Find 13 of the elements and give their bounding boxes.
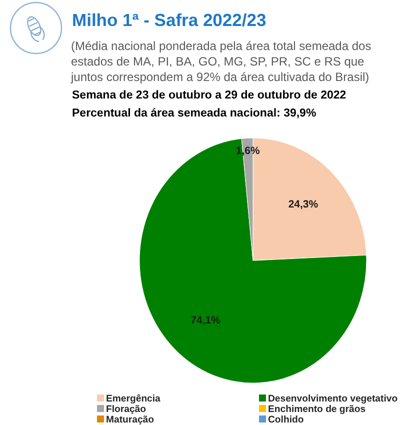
legend-label: Floração bbox=[106, 404, 146, 415]
data-label: 1,6% bbox=[236, 145, 260, 158]
text: Semana de 23 de outubro a 29 de outubro de 2022 bbox=[72, 90, 346, 102]
data-label: 74,1% bbox=[190, 314, 222, 326]
chart-title: Milho 1ª - Safra 2022/23 bbox=[72, 10, 266, 30]
data-label: 24,3% bbox=[288, 198, 319, 211]
chart-subtitle: (Média nacional ponderada pela área total semeada dos estados de MA, PI, BA, GO, MG, SP, PR, SC e RS que juntos correspondem a 92% da área cultivada do Brasil) bbox=[70, 39, 372, 84]
text: Percentual da área semeada nacional: 39,9% bbox=[72, 108, 316, 120]
legend-label: Maturação bbox=[106, 414, 154, 425]
legend-label: Colhido bbox=[268, 414, 304, 425]
legend-label: Enchimento de grãos bbox=[268, 404, 366, 415]
legend-label: Desenvolvimento vegetativo bbox=[268, 393, 398, 404]
legend-label: Emergência bbox=[106, 393, 162, 404]
